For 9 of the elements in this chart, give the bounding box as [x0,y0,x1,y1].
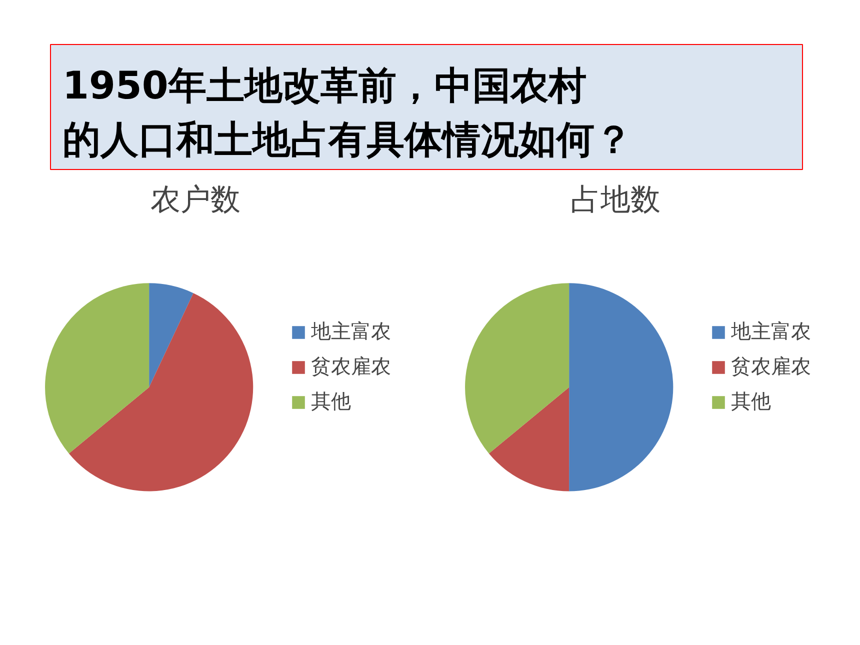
text: 1950年土地改革前，中国农村的人口和土地占有具体情况如何？ [62,64,632,162]
legend-label: 其他 [311,388,351,415]
chart-title: 农户数 [150,182,240,218]
legend-label: 地主富农 [311,318,391,345]
legend-label: 其他 [731,388,771,415]
legend-label: 贫农雇农 [731,353,811,380]
legend-label: 贫农雇农 [311,353,391,380]
legend-label: 地主富农 [731,318,811,345]
chart-title: 占地数 [570,182,660,218]
